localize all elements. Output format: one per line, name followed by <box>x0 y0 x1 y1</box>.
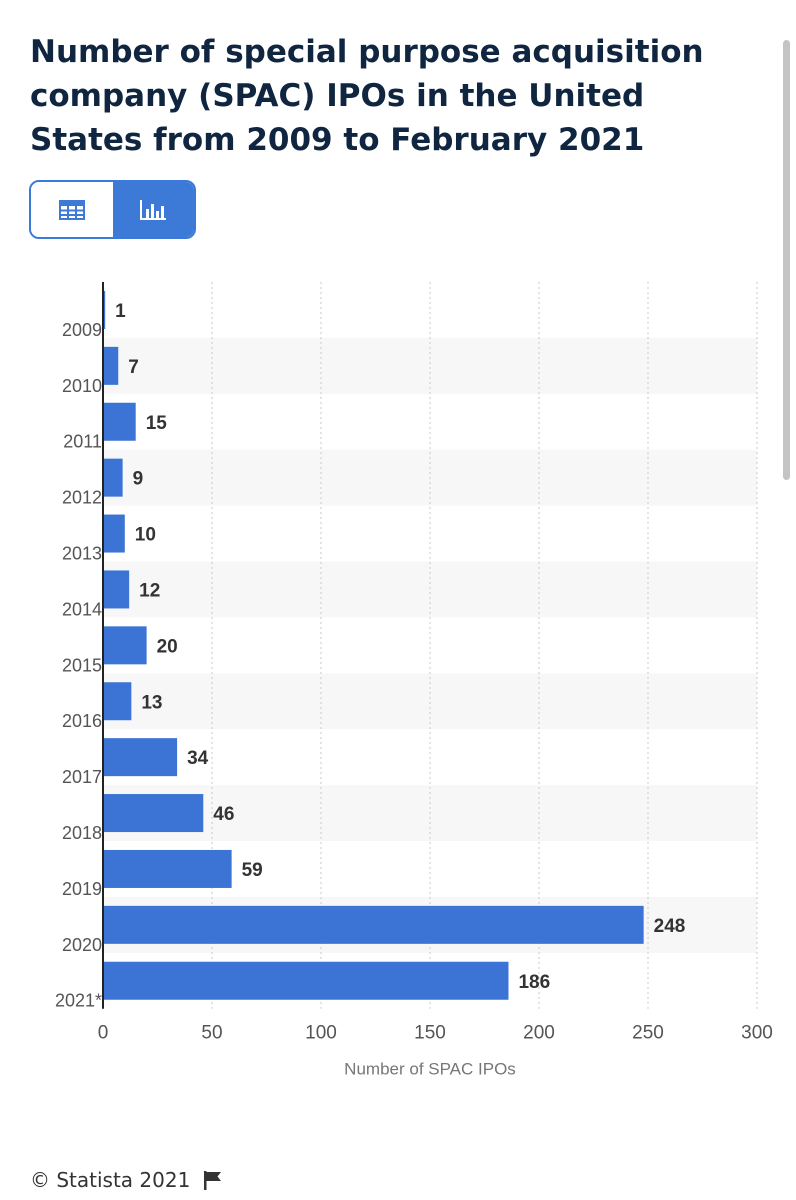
bar <box>103 346 119 385</box>
footer: © Statista 2021 <box>30 1168 224 1192</box>
data-label: 46 <box>213 804 234 825</box>
data-label: 15 <box>146 413 168 434</box>
data-label: 20 <box>157 636 178 657</box>
view-toggle <box>29 180 196 239</box>
x-axis-title: Number of SPAC IPOs <box>344 1060 516 1079</box>
data-label: 186 <box>518 972 550 993</box>
x-tick-label: 200 <box>523 1023 555 1044</box>
bar <box>103 458 123 497</box>
bar <box>103 961 509 1000</box>
y-tick-label: 2016 <box>62 711 102 731</box>
bar <box>103 514 125 553</box>
bar <box>103 682 132 721</box>
y-tick-label: 2020 <box>62 935 102 955</box>
data-label: 1 <box>115 301 126 322</box>
y-tick-label: 2018 <box>62 823 102 843</box>
y-tick-label: 2009 <box>62 320 102 340</box>
y-tick-label: 2021* <box>55 991 102 1011</box>
x-tick-label: 0 <box>98 1023 109 1044</box>
data-label: 34 <box>187 748 209 769</box>
y-tick-label: 2014 <box>62 599 102 619</box>
bar <box>103 290 106 329</box>
bar <box>103 402 136 441</box>
bar-chart: 1715910122013344659248186200920102011201… <box>55 282 773 1079</box>
data-label: 248 <box>654 916 686 937</box>
x-tick-label: 250 <box>632 1023 664 1044</box>
table-icon <box>58 199 85 220</box>
chart-title: Number of special purpose acquisition co… <box>30 34 704 158</box>
flag-icon[interactable] <box>202 1169 224 1191</box>
bar-chart-icon <box>140 199 167 220</box>
bar <box>103 849 232 888</box>
bar <box>103 905 644 944</box>
table-view-button[interactable] <box>31 182 113 237</box>
y-tick-label: 2013 <box>62 544 102 564</box>
bar <box>103 570 130 609</box>
y-tick-label: 2012 <box>62 488 102 508</box>
data-label: 13 <box>141 692 162 713</box>
row-band <box>103 561 757 618</box>
chart-view-button[interactable] <box>112 182 194 237</box>
y-tick-label: 2019 <box>62 879 102 899</box>
row-band <box>103 673 757 730</box>
row-band <box>103 337 757 394</box>
y-tick-label: 2017 <box>62 767 102 787</box>
scrollbar[interactable] <box>783 40 790 480</box>
data-label: 9 <box>133 469 144 490</box>
bar <box>103 794 204 833</box>
y-tick-label: 2015 <box>62 655 102 675</box>
x-tick-label: 100 <box>305 1023 337 1044</box>
bar <box>103 738 178 777</box>
data-label: 7 <box>128 357 139 378</box>
data-label: 59 <box>242 860 263 881</box>
x-tick-label: 50 <box>201 1023 222 1044</box>
data-label: 10 <box>135 525 156 546</box>
data-label: 12 <box>139 580 160 601</box>
copyright-text: © Statista 2021 <box>30 1168 191 1192</box>
x-tick-label: 150 <box>414 1023 446 1044</box>
bar <box>103 626 147 665</box>
y-tick-label: 2011 <box>63 432 102 452</box>
x-tick-label: 300 <box>741 1023 773 1044</box>
y-tick-label: 2010 <box>62 376 102 396</box>
